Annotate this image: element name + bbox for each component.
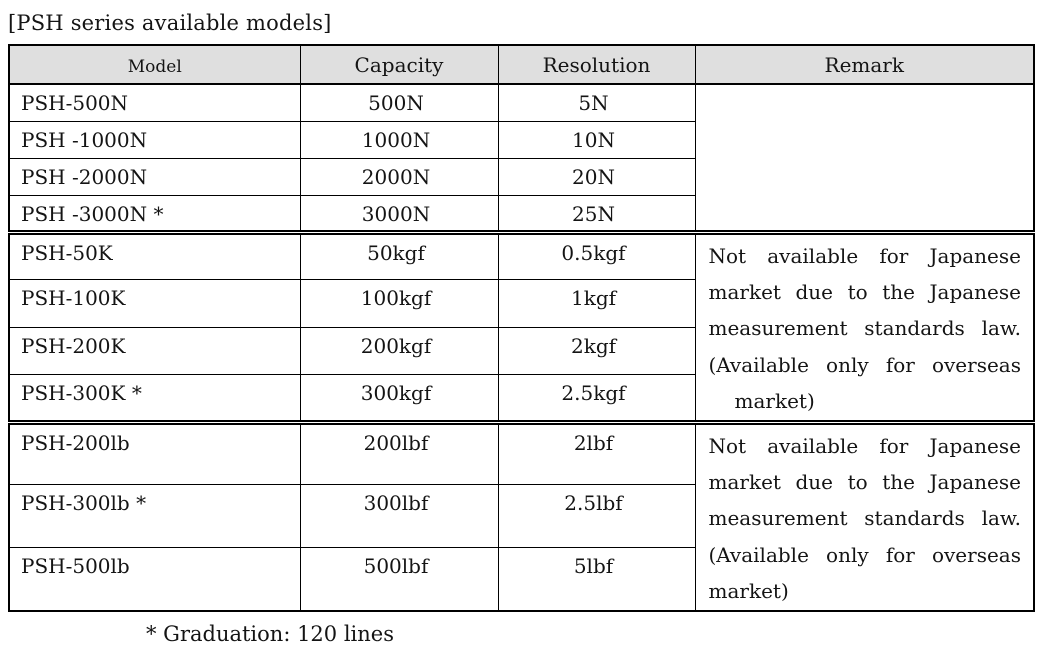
capacity-cell: 100kgf [299,279,499,328]
table-row: PSH-300lb * 300lbf 2.5lbf [8,484,1034,549]
resolution-cell: 10N [497,120,696,159]
capacity-cell: 300kgf [299,374,499,423]
remark-line: measurement standards law. [708,316,1022,341]
remark-line: market) [708,579,789,604]
table-row: PSH-200K 200kgf 2kgf [8,326,1034,375]
capacity-cell: 500lbf [299,547,499,612]
table-row: PSH-100K 100kgf 1kgf [8,279,1034,328]
capacity-cell: 500N [299,83,499,122]
page-title: [PSH series available models] [8,11,332,35]
resolution-cell: 2.5lbf [497,484,696,549]
resolution-cell: 25N [497,194,696,233]
table-header-row: Model Capacity Resolution Remark [8,44,1035,85]
remark-cell-lbf-group: Not available for Japanese market due to… [694,419,1035,612]
resolution-cell: 5lbf [497,547,696,612]
resolution-cell: 2kgf [497,326,696,375]
column-header-remark: Remark [694,44,1035,85]
remark-line: Not available for Japanese [708,243,1022,268]
capacity-cell: 1000N [299,120,499,159]
model-cell: PSH-300K * [8,374,301,423]
model-cell: PSH-200lb [8,419,301,486]
resolution-cell: 2.5kgf [497,374,696,423]
column-header-capacity: Capacity [299,44,499,85]
resolution-cell: 20N [497,157,696,196]
column-header-resolution: Resolution [497,44,696,85]
remark-cell-newton-group [694,83,1035,233]
remark-line: (Available only for overseas [708,352,1022,377]
models-table: Model Capacity Resolution Remark PSH-500… [8,44,1035,612]
capacity-cell: 50kgf [299,229,499,280]
capacity-cell: 200kgf [299,326,499,375]
model-cell: PSH -2000N [8,157,301,196]
capacity-cell: 200lbf [299,419,499,486]
resolution-cell: 5N [497,83,696,122]
remark-line: Not available for Japanese [708,433,1022,458]
table-row: PSH-300K * 300kgf 2.5kgf [8,374,1034,423]
table-row: PSH-50K 50kgf 0.5kgf Not available for J… [8,229,1035,423]
table-row: PSH-200lb 200lbf 2lbf Not available for … [8,419,1035,612]
remark-line: market due to the Japanese [708,279,1022,304]
model-cell: PSH-500N [8,83,301,122]
table-row: PSH -1000N 1000N 10N [8,120,1034,159]
model-cell: PSH-100K [8,279,301,328]
model-cell: PSH -1000N [8,120,301,159]
model-cell: PSH -3000N * [8,194,301,233]
remark-line: measurement standards law. [708,506,1022,531]
model-cell: PSH-500lb [8,547,301,612]
resolution-cell: 1kgf [497,279,696,328]
resolution-cell: 0.5kgf [497,229,696,280]
graduation-footnote: * Graduation: 120 lines [146,621,394,646]
column-header-model: Model [8,44,301,85]
remark-line: market due to the Japanese [708,469,1022,494]
table-row: PSH-500lb 500lbf 5lbf [8,547,1034,612]
remark-line: market) [734,389,815,414]
model-cell: PSH-200K [8,326,301,375]
table-row: PSH-500N 500N 5N [8,83,1035,233]
remark-line: (Available only for overseas [708,542,1022,567]
remark-cell-kgf-group: Not available for Japanese market due to… [694,229,1035,423]
capacity-cell: 3000N [299,194,499,233]
capacity-cell: 300lbf [299,484,499,549]
resolution-cell: 2lbf [497,419,696,486]
model-cell: PSH-300lb * [8,484,301,549]
capacity-cell: 2000N [299,157,499,196]
model-cell: PSH-50K [8,229,301,280]
